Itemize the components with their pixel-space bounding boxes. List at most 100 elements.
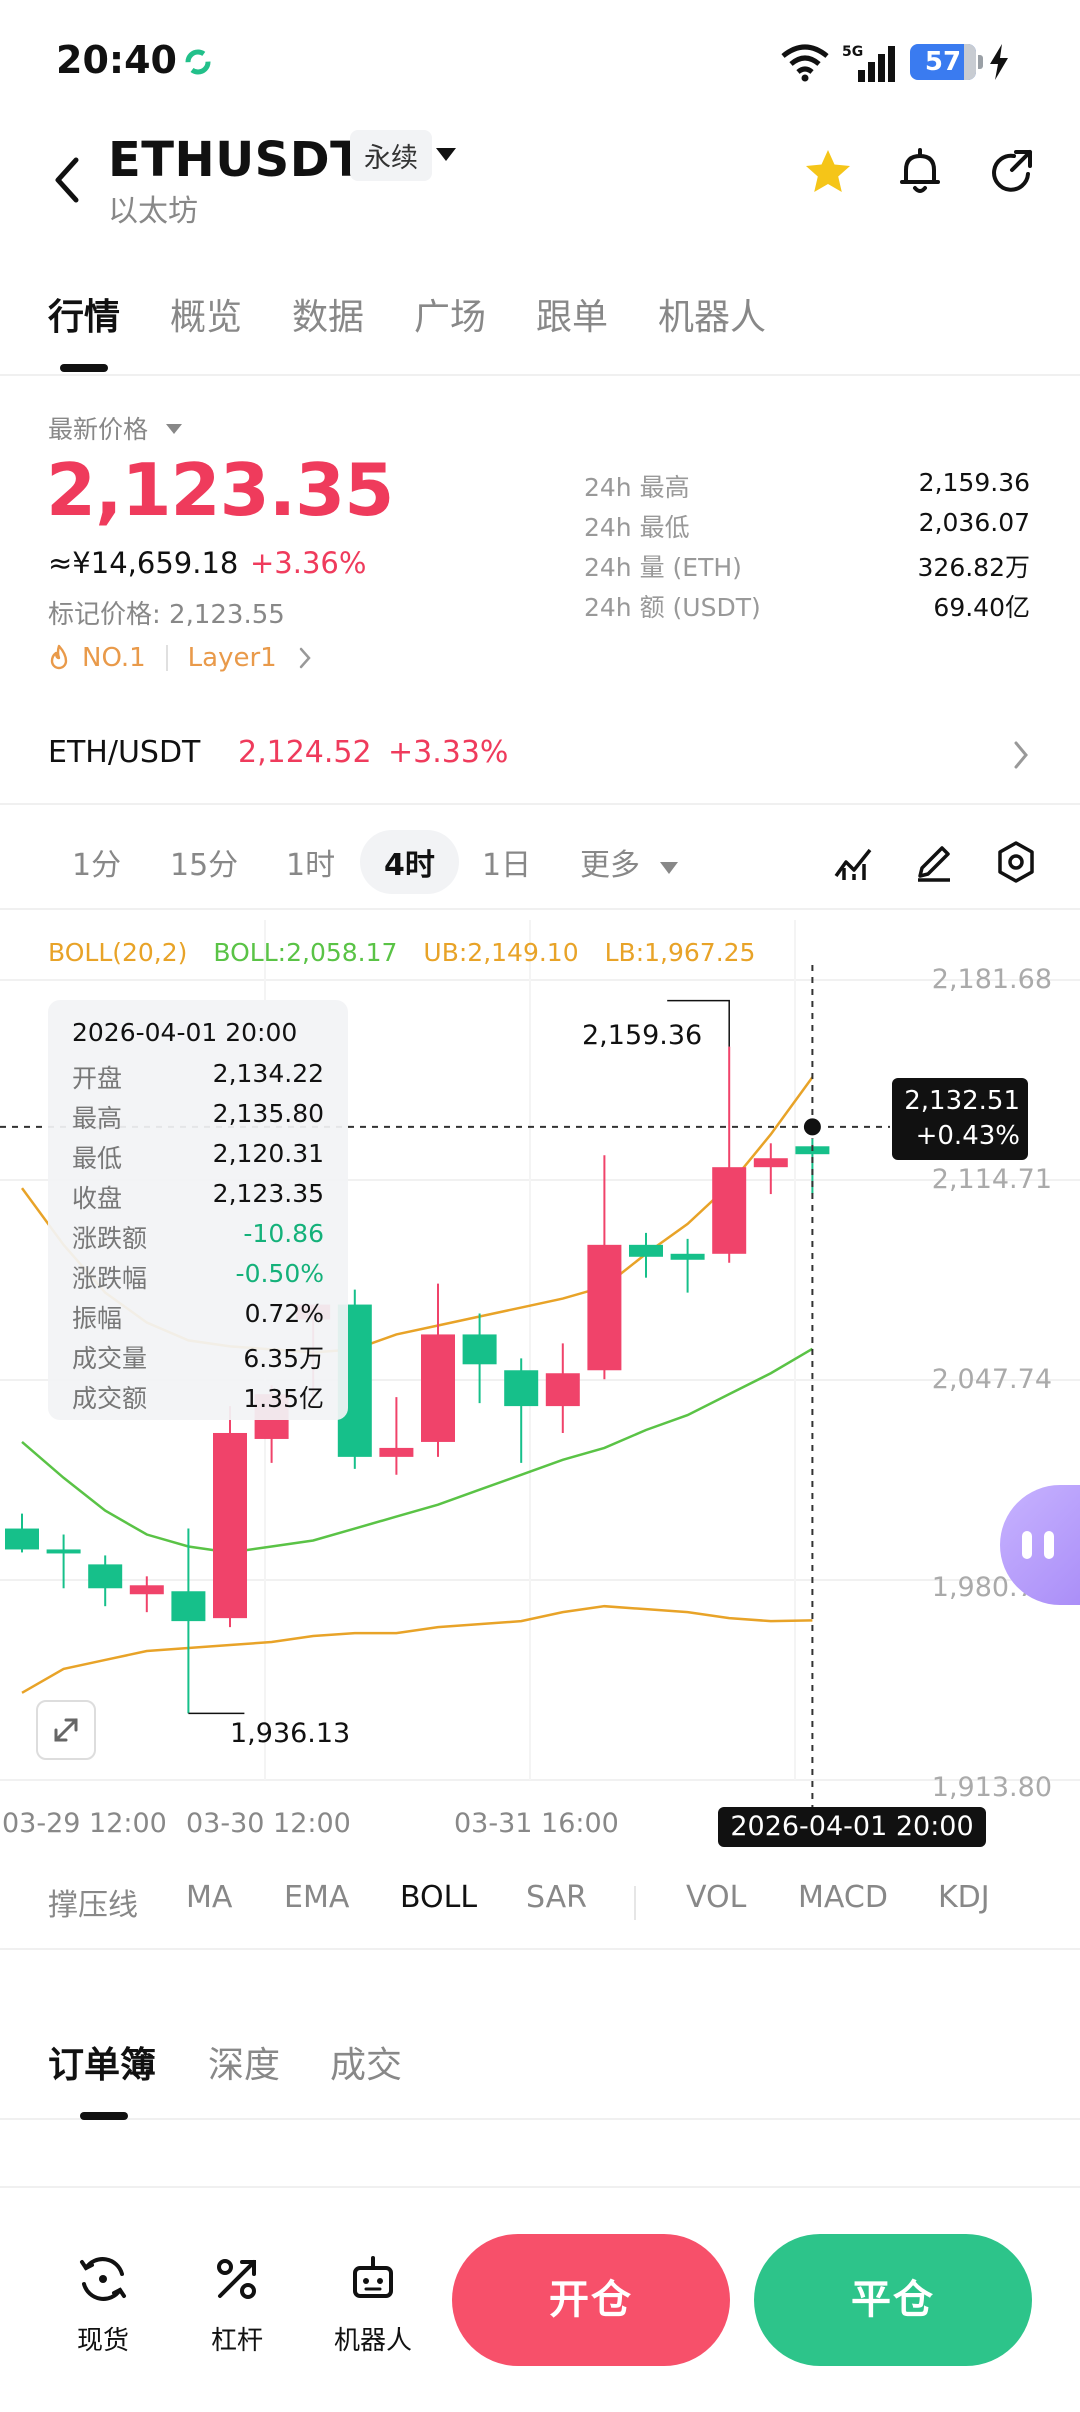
boll-lower-line bbox=[21, 1604, 813, 1694]
tab-trades[interactable]: 成交 bbox=[330, 2045, 403, 2086]
last-price: 2,123.35 bbox=[46, 448, 394, 532]
bell-icon[interactable] bbox=[892, 144, 948, 200]
tab-data[interactable]: 数据 bbox=[292, 297, 365, 338]
tab-depth[interactable]: 深度 bbox=[208, 2045, 281, 2086]
interval-4h[interactable]: 4时 bbox=[360, 830, 459, 894]
star-icon[interactable] bbox=[800, 144, 856, 200]
stat-row: 24h 量 (ETH) 326.82万 bbox=[584, 542, 1030, 582]
candle-tooltip: 2026-04-01 20:00 开盘 2,134.22 最高 2,135.80 最… bbox=[48, 1000, 348, 1420]
low-price-label: 1,936.13 bbox=[230, 1718, 351, 1749]
draw-pencil-icon[interactable] bbox=[910, 838, 958, 886]
tab-overview[interactable]: 概览 bbox=[170, 297, 243, 338]
app-sync-icon bbox=[185, 49, 211, 75]
tab-copy-trading[interactable]: 跟单 bbox=[536, 297, 609, 338]
mark-price: 标记价格: 2,123.55 bbox=[48, 600, 285, 630]
candle-body bbox=[629, 1244, 663, 1257]
indicator-divider bbox=[634, 1886, 636, 1920]
interval-1h[interactable]: 1时 bbox=[286, 848, 336, 883]
boll-lower-value: LB:1,967.25 bbox=[604, 938, 756, 967]
open-position-button[interactable]: 开仓 bbox=[452, 2234, 730, 2366]
kline-plot[interactable] bbox=[0, 920, 1080, 1850]
back-icon[interactable] bbox=[46, 150, 86, 210]
tooltip-row: 涨跌额 -10.86 bbox=[72, 1213, 324, 1253]
candle-body bbox=[129, 1585, 164, 1595]
more-dropdown-icon[interactable] bbox=[660, 862, 678, 874]
high-leader-line bbox=[667, 999, 730, 1047]
tooltip-row: 最低 2,120.31 bbox=[72, 1133, 324, 1173]
assistant-bubble[interactable] bbox=[1000, 1485, 1080, 1605]
nav-robot[interactable]: 机器人 bbox=[318, 2252, 428, 2357]
tab-orderbook[interactable]: 订单簿 bbox=[48, 2045, 157, 2086]
candle-body bbox=[545, 1373, 580, 1407]
settings-hexagon-icon[interactable] bbox=[992, 838, 1040, 886]
tooltip-value: 0.72% bbox=[244, 1299, 324, 1328]
indicator-kdj[interactable]: KDJ bbox=[938, 1880, 990, 1915]
fullscreen-button[interactable] bbox=[36, 1700, 96, 1760]
tag-row[interactable]: NO.1 Layer1 bbox=[48, 640, 315, 676]
category-tag[interactable]: Layer1 bbox=[187, 643, 277, 673]
candle-body bbox=[213, 1432, 247, 1619]
crosshair-change: +0.43% bbox=[915, 1121, 1020, 1151]
candle-body bbox=[46, 1549, 81, 1554]
interval-1m[interactable]: 1分 bbox=[72, 848, 122, 883]
tooltip-row: 成交额 1.35亿 bbox=[72, 1373, 324, 1413]
tooltip-row: 最高 2,135.80 bbox=[72, 1093, 324, 1133]
share-icon[interactable] bbox=[984, 144, 1040, 200]
indicator-boll[interactable]: BOLL bbox=[400, 1880, 478, 1915]
indicator-support-resistance[interactable]: 撑压线 bbox=[48, 1888, 138, 1923]
tab-square[interactable]: 广场 bbox=[414, 297, 487, 338]
indicator-chart-icon[interactable] bbox=[830, 838, 878, 886]
nav-robot-label: 机器人 bbox=[333, 2326, 412, 2356]
stat-row: 24h 最高 2,159.36 bbox=[584, 462, 1030, 502]
orderbook-tabs: 订单簿 深度 成交 bbox=[0, 2020, 1080, 2120]
interval-selector: 1分 15分 1时 4时 1日 更多 bbox=[0, 820, 1080, 910]
tooltip-key: 成交量 bbox=[72, 1344, 148, 1373]
interval-more[interactable]: 更多 bbox=[580, 848, 640, 883]
candle-body bbox=[670, 1253, 705, 1260]
tooltip-row: 振幅 0.72% bbox=[72, 1293, 324, 1333]
chevron-right-icon[interactable] bbox=[295, 645, 315, 671]
indicator-tabs: 撑压线 MA EMA BOLL SAR VOL MACD KDJ bbox=[0, 1858, 1080, 1950]
indicator-ema[interactable]: EMA bbox=[284, 1880, 350, 1915]
crosshair-price: 2,132.51 bbox=[904, 1086, 1020, 1116]
stat-label: 24h 最低 bbox=[584, 513, 690, 542]
symbol-dropdown-icon[interactable] bbox=[436, 148, 456, 161]
kline-chart[interactable]: BOLL(20,2) BOLL:2,058.17 UB:2,149.10 LB:… bbox=[0, 920, 1080, 1850]
stat-value: 2,159.36 bbox=[918, 468, 1030, 497]
indicator-macd[interactable]: MACD bbox=[798, 1880, 888, 1915]
close-position-button[interactable]: 平仓 bbox=[754, 2234, 1032, 2366]
indicator-ma[interactable]: MA bbox=[186, 1880, 233, 1915]
tooltip-value: -0.50% bbox=[235, 1259, 324, 1288]
indicator-sar[interactable]: SAR bbox=[526, 1880, 587, 1915]
x-tick-label: 03-30 12:00 bbox=[186, 1808, 351, 1839]
indicator-vol[interactable]: VOL bbox=[686, 1880, 747, 1915]
tab-market[interactable]: 行情 bbox=[48, 297, 121, 338]
battery-icon: 57 bbox=[910, 44, 983, 80]
chevron-right-icon[interactable] bbox=[1006, 737, 1036, 773]
boll-upper-value: UB:2,149.10 bbox=[423, 938, 579, 967]
nav-leverage[interactable]: 杠杆 bbox=[182, 2252, 292, 2357]
price-summary: 最新价格 2,123.35 ≈¥14,659.18 +3.36% 标记价格: 2… bbox=[0, 390, 1080, 690]
fire-icon bbox=[50, 644, 68, 670]
interval-15m[interactable]: 15分 bbox=[170, 848, 239, 883]
tooltip-row: 开盘 2,134.22 bbox=[72, 1053, 324, 1093]
tab-bots[interactable]: 机器人 bbox=[658, 297, 767, 338]
nav-spot[interactable]: 现货 bbox=[48, 2252, 158, 2357]
rank-tag[interactable]: NO.1 bbox=[82, 643, 146, 673]
price-type-dropdown-icon[interactable] bbox=[166, 424, 182, 434]
spot-pair-row[interactable]: ETH/USDT 2,124.52 +3.33% bbox=[0, 715, 1080, 805]
interval-1d[interactable]: 1日 bbox=[482, 848, 532, 883]
x-tick-label: 03-29 12:00 bbox=[2, 1808, 167, 1839]
tooltip-value: 2,120.31 bbox=[212, 1139, 324, 1168]
nav-leverage-label: 杠杆 bbox=[210, 2326, 263, 2356]
stat-label: 24h 额 (USDT) bbox=[584, 593, 761, 622]
contract-type-badge[interactable]: 永续 bbox=[350, 130, 432, 181]
last-price-label[interactable]: 最新价格 bbox=[48, 415, 149, 444]
symbol-title[interactable]: ETHUSDT bbox=[108, 132, 364, 188]
spot-change: +3.33% bbox=[388, 735, 509, 770]
tooltip-key: 最低 bbox=[72, 1144, 123, 1173]
status-icons: 5G 57 bbox=[780, 40, 1010, 84]
tooltip-value: 2,135.80 bbox=[212, 1099, 324, 1128]
battery-level: 57 bbox=[924, 47, 962, 77]
stat-value: 326.82万 bbox=[917, 553, 1030, 582]
